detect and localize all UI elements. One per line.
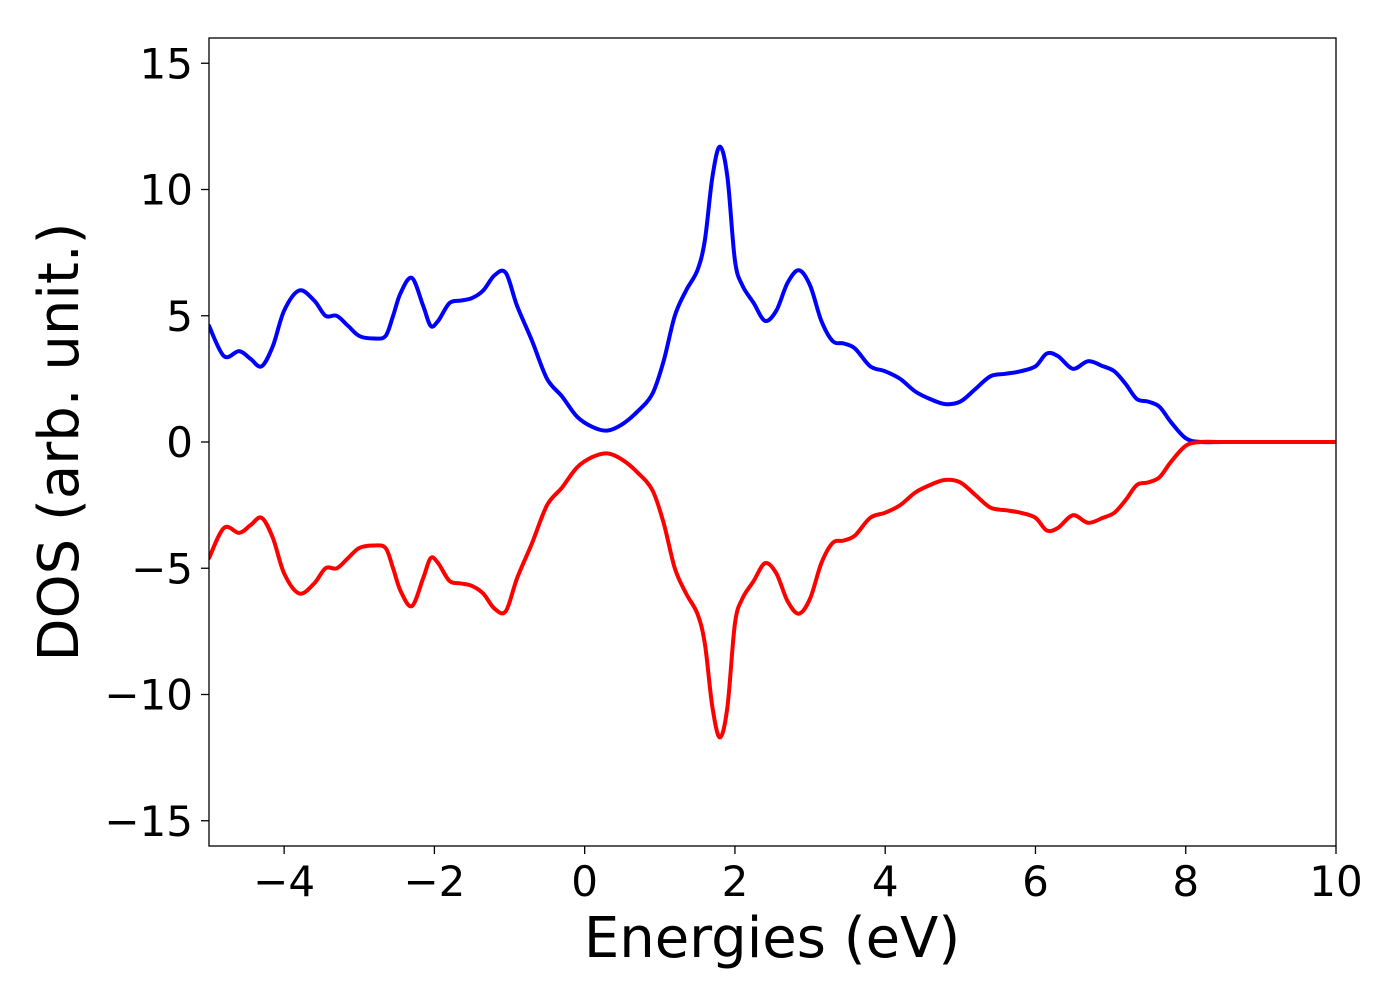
y-tick-label: −15 [104,797,193,846]
x-axis-ticks: −4 −2 0 2 4 6 8 10 [253,846,1363,906]
x-tick-label: 8 [1172,857,1199,906]
y-tick-label: 15 [140,39,193,88]
y-tick-label: 10 [140,166,193,215]
series-group [209,144,1336,740]
x-tick-label: 10 [1309,857,1362,906]
series-line-2 [209,439,1336,740]
x-axis-label: Energies (eV) [584,906,960,971]
y-tick-label: −5 [131,544,193,593]
y-tick-label: 0 [166,418,193,467]
x-tick-label: 4 [872,857,899,906]
y-tick-label: 5 [166,292,193,341]
x-tick-label: 2 [722,857,749,906]
plot-frame [208,37,1337,847]
x-tick-label: −2 [403,857,465,906]
y-tick-label: −10 [104,671,193,720]
x-tick-label: 6 [1022,857,1049,906]
y-axis-ticks: −15 −10 −5 0 5 10 15 [104,39,209,846]
x-tick-label: −4 [253,857,315,906]
series-line-1 [209,144,1336,445]
x-tick-label: 0 [571,857,598,906]
y-axis-label: DOS (arb. unit.) [27,222,92,661]
